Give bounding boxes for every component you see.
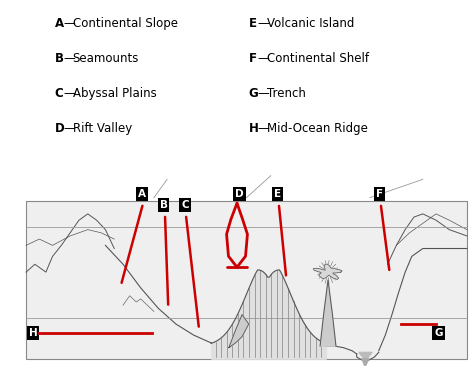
Text: Seamounts: Seamounts <box>73 52 139 65</box>
Polygon shape <box>362 359 369 366</box>
Text: H: H <box>249 122 259 135</box>
Text: —: — <box>257 52 269 65</box>
Polygon shape <box>229 315 249 348</box>
Text: D: D <box>55 122 64 135</box>
Text: F: F <box>375 189 383 199</box>
Text: —: — <box>257 122 269 135</box>
Text: B: B <box>160 200 167 210</box>
Text: G: G <box>434 328 443 338</box>
Text: A: A <box>55 17 64 30</box>
Text: Trench: Trench <box>267 87 306 100</box>
Text: —: — <box>63 122 75 135</box>
Text: —: — <box>63 17 75 30</box>
Text: —: — <box>63 87 75 100</box>
Text: F: F <box>249 52 257 65</box>
Text: E: E <box>273 189 281 199</box>
Text: Mid-Ocean Ridge: Mid-Ocean Ridge <box>267 122 368 135</box>
Text: Continental Slope: Continental Slope <box>73 17 178 30</box>
Polygon shape <box>313 264 342 279</box>
Text: Abyssal Plains: Abyssal Plains <box>73 87 156 100</box>
Text: C: C <box>181 200 189 210</box>
Bar <box>26 201 467 359</box>
Text: C: C <box>55 87 63 100</box>
Text: —: — <box>63 52 75 65</box>
Text: Volcanic Island: Volcanic Island <box>267 17 354 30</box>
Text: A: A <box>138 189 146 199</box>
Text: Rift Valley: Rift Valley <box>73 122 132 135</box>
Text: G: G <box>249 87 259 100</box>
Text: —: — <box>257 87 269 100</box>
Polygon shape <box>320 280 336 346</box>
Text: D: D <box>235 189 244 199</box>
Text: —: — <box>257 17 269 30</box>
Text: H: H <box>29 328 37 338</box>
Text: B: B <box>55 52 64 65</box>
Text: E: E <box>249 17 257 30</box>
Polygon shape <box>359 352 372 360</box>
Text: Continental Shelf: Continental Shelf <box>267 52 369 65</box>
